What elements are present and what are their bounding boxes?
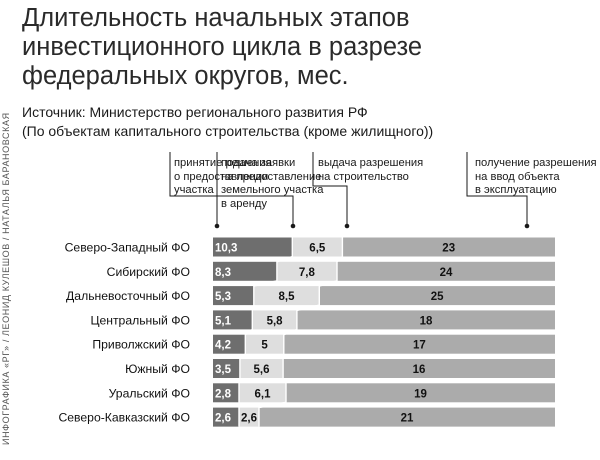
row-gap — [212, 256, 556, 262]
value-label-stage2: 6,5 — [309, 243, 326, 255]
category-label: Южный ФО — [125, 362, 190, 376]
row-gap — [212, 378, 556, 384]
stage-label-3: выдача разрешения на строительство — [318, 157, 423, 184]
category-label: Приволжский ФО — [92, 338, 190, 352]
category-label: Северо-Западный ФО — [65, 241, 190, 255]
category-label: Уральский ФО — [109, 386, 190, 400]
value-label-stage4: 19 — [414, 388, 427, 400]
stage-label-2: принятие решения о предоставлении участк… — [174, 157, 272, 198]
stage-label-1-line: на предоставление — [221, 170, 322, 183]
stage-label-3-line: на строительство — [318, 170, 409, 183]
stage-label-1-line: в аренду — [221, 197, 268, 210]
category-label: Сибирский ФО — [107, 265, 190, 279]
value-label-stage1: 2,8 — [215, 388, 232, 400]
value-label-stage2: 5 — [261, 340, 268, 352]
value-label-stage2: 5,8 — [267, 315, 284, 327]
row-gap — [212, 305, 556, 311]
leader-dot-1 — [214, 223, 220, 229]
source-line: Источник: Министерство регионального раз… — [22, 104, 368, 120]
value-label-stage2: 7,8 — [299, 267, 316, 279]
chart-subtitle: Источник: Министерство регионального раз… — [22, 103, 582, 141]
stage-label-2-line: о предоставлении — [174, 170, 269, 183]
leader-dot-2 — [290, 223, 296, 229]
value-label-stage1: 4,2 — [215, 340, 231, 352]
value-label-stage4: 25 — [431, 291, 444, 303]
row-gap — [212, 329, 556, 335]
value-label-stage2: 8,5 — [279, 291, 296, 303]
row-gap — [212, 402, 556, 408]
stage-label-2-line: участка — [174, 184, 214, 196]
row-gap — [212, 280, 556, 287]
leader-dot-3 — [344, 223, 350, 229]
value-label-stage4: 24 — [440, 267, 453, 279]
category-label: Центральный ФО — [90, 313, 190, 327]
leader-line-4 — [466, 152, 528, 226]
leader-line-2 — [169, 152, 294, 226]
stage-label-4-line: получение разрешения — [475, 157, 597, 169]
value-label-stage4: 17 — [413, 340, 426, 352]
value-label-stage1: 5,1 — [215, 315, 232, 327]
value-label-stage2: 5,6 — [254, 364, 270, 376]
value-label-stage1: 10,3 — [215, 243, 237, 255]
boundary-1-line — [238, 237, 293, 427]
category-label: Дальневосточный ФО — [66, 289, 190, 303]
chart-title: Длительность начальных этапов инвестицио… — [22, 4, 582, 91]
category-label: Северо-Кавказский ФО — [58, 411, 190, 425]
stage-label-4: получение разрешения на ввод объекта в э… — [475, 157, 597, 198]
stage-label-4-line: на ввод объекта — [475, 170, 560, 183]
stage-label-3-line: выдача разрешения — [318, 157, 424, 169]
value-label-stage1: 2,6 — [215, 413, 231, 425]
value-label-stage2: 6,1 — [255, 388, 272, 400]
value-label-stage4: 16 — [413, 364, 426, 376]
title-line-1: Длительность начальных этапов — [22, 4, 410, 32]
stage-label-2-line: принятие решения — [174, 157, 272, 169]
stage-label-1-line: земельного участка — [221, 184, 324, 196]
value-label-stage4: 23 — [442, 243, 455, 255]
row-gap — [212, 353, 556, 359]
value-label-stage4: 21 — [401, 413, 414, 425]
leader-dot-4 — [524, 223, 530, 229]
title-line-2: инвестиционного цикла в разрезе — [22, 33, 423, 61]
stage-label-1-line: подача заявки — [221, 157, 296, 169]
value-label-stage4: 18 — [420, 315, 433, 327]
title-line-3: федеральных округов, мес. — [22, 62, 349, 90]
value-label-stage1: 3,5 — [215, 364, 232, 376]
value-label-stage1: 8,3 — [215, 267, 231, 279]
leader-line-3 — [312, 152, 348, 226]
stage-label-4-line: в эксплуатацию — [475, 184, 557, 196]
stage-label-1: подача заявки на предоставление земельно… — [221, 157, 323, 211]
scope-line: (По объектам капитального строительства … — [22, 123, 434, 139]
value-label-stage1: 5,3 — [215, 291, 231, 303]
boundary-2-line — [258, 237, 344, 427]
value-label-stage2: 2,6 — [241, 413, 257, 425]
